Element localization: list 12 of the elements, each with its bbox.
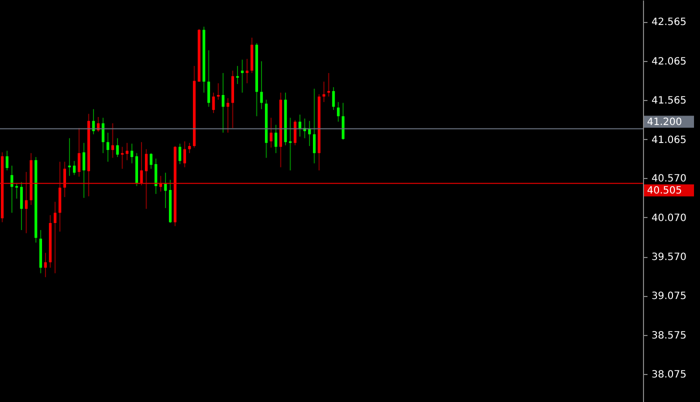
y-tick-label: 41.565 <box>652 96 686 107</box>
y-tick-label: 39.570 <box>652 252 686 264</box>
y-tick-label: 38.575 <box>652 330 686 342</box>
y-tick-label: 41.065 <box>652 134 686 146</box>
y-tick-label: 38.075 <box>652 370 686 381</box>
y-tick-label: 40.070 <box>652 212 686 224</box>
y-tick-label: 42.565 <box>652 17 686 28</box>
y-tick-label: 40.570 <box>652 174 686 185</box>
y-tick-label: 42.065 <box>652 56 686 68</box>
ref-line-label: 40.505 <box>647 185 682 196</box>
y-tick-label: 39.075 <box>652 291 686 302</box>
ref-line-label: 41.200 <box>647 116 682 128</box>
